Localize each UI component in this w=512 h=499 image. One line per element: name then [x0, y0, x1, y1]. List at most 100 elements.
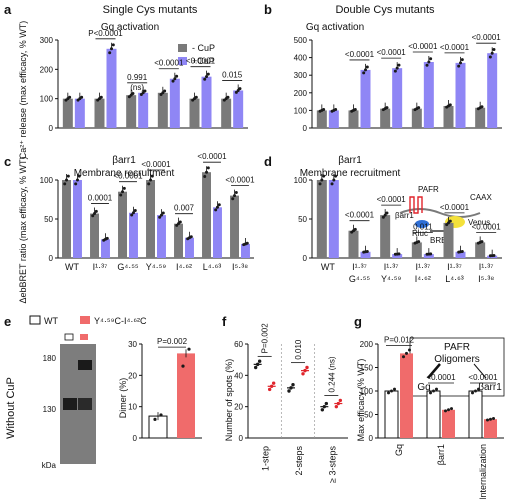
- panel-e-pt-b-1: [187, 347, 191, 351]
- western-blot: 180 130 kDa: [42, 333, 96, 470]
- panel-g-pt-1-0-1: [405, 351, 408, 355]
- panel-g-xlabel-2: Internalization: [478, 444, 488, 499]
- panel-a-pvalue-4: <0.0001: [186, 57, 216, 66]
- panel-b-pvalue-2: <0.0001: [408, 42, 438, 51]
- panel-d-ytick-label-0: 0: [303, 254, 308, 263]
- panel-b-ytick-label-2: 200: [294, 89, 308, 98]
- panel-c-xlabel-4: I⁴·⁶²: [176, 262, 192, 272]
- panel-c-bar-plus-4: [185, 237, 194, 258]
- panel-g-pt-0-2-1: [474, 389, 477, 393]
- panel-d-xlabel-5: I¹·³⁷: [479, 262, 494, 272]
- panel-f-pvalue-2: 0.244 (ns): [327, 356, 336, 392]
- panel-g-bar-0-2: [468, 390, 483, 439]
- panel-c-pt-0-1-2: [94, 209, 98, 213]
- panel-f-pt-1-2-0: [334, 404, 339, 409]
- panel-g-ylabel: Max efficacy (% WT): [356, 359, 366, 442]
- panel-c-bar-minus-4: [174, 223, 183, 258]
- panel-c-pt-0-4-2: [178, 220, 182, 224]
- panel-d-bar-minus-4: [443, 222, 454, 258]
- panel-a-pvalue-5: 0.015: [222, 70, 243, 79]
- panel-b-pt-0-2-2: [385, 106, 389, 110]
- panel-f-xlabel-1: 2-steps: [294, 446, 304, 476]
- panel-f-pt-1-2-2: [338, 398, 343, 403]
- panel-g-pt-0-1-0: [429, 391, 432, 395]
- panel-a-pt-1-5-2: [238, 87, 242, 91]
- panel-e-bar-1: [177, 353, 195, 438]
- panel-a-pvalue-3: <0.0001: [154, 59, 184, 68]
- panel-g-bar-1-1: [442, 409, 455, 438]
- inset-label-barr1: βarr1: [478, 382, 502, 393]
- panel-d-ytick-label-1: 50: [298, 215, 307, 224]
- panel-c-bar-plus-3: [157, 215, 166, 258]
- panel-e-legend-swatch-mut: [80, 316, 90, 324]
- panel-b-ytick-label-1: 100: [294, 106, 308, 115]
- panel-a-pvalue-2: (ns): [130, 83, 144, 92]
- panel-b-ytick-label-0: 0: [303, 124, 308, 133]
- panel-f-pt-0-1-2: [291, 383, 295, 387]
- panel-a-pt-1-5-1: [236, 88, 240, 92]
- panel-c-pvalue-3: 0.007: [174, 204, 195, 213]
- panel-f-pt-1-1-2: [305, 365, 309, 370]
- panel-e-legend-label-mut: Y⁴·⁵⁹C-I⁴·⁶²C: [94, 316, 147, 326]
- panel-f-pt-1-1-0: [301, 372, 305, 376]
- panel-c-bar-minus-1: [90, 213, 99, 258]
- panel-c-pt-0-5-0: [203, 174, 207, 178]
- panel-f-xlabel-0: 1-step: [261, 446, 271, 471]
- panel-a-ylabel: Ca²⁺ release (max efficacy, % WT): [18, 21, 28, 159]
- panel-a-bar-plus-0: [74, 98, 85, 128]
- panel-a-ytick-label-1: 100: [40, 95, 54, 104]
- panel-b-bar-minus-2: [380, 108, 391, 128]
- panel-c-pt-0-2-2: [122, 186, 126, 190]
- inset-title: PAFR: [444, 342, 470, 353]
- panel-b-subtitle: Gq activation: [306, 22, 364, 33]
- panel-d-xlabel2-3: I⁴·⁶²: [415, 274, 431, 284]
- panel-d-bar-minus-5: [475, 242, 486, 258]
- panel-f-pt-0-0-1: [255, 362, 260, 367]
- panel-f-pvalue-0: P=0.002: [261, 323, 270, 354]
- panel-label-f: f: [222, 314, 227, 329]
- panel-d-xlabel2-5: I⁵·³⁸: [478, 274, 494, 284]
- panel-b-pt-1-1-2: [365, 65, 369, 69]
- panel-b-pt-1-1-0: [362, 71, 366, 75]
- panel-d-xlabel-4: I¹·³⁷: [447, 262, 462, 272]
- panel-c-pt-1-3-0: [158, 215, 162, 219]
- panel-c-pt-1-5-1: [215, 205, 219, 209]
- panel-b-pt-1-4-1: [459, 61, 462, 65]
- panel-a-pt-0-5-2: [226, 95, 230, 99]
- panel-b-bar-plus-5: [487, 53, 498, 129]
- panel-g-pt-0-2-2: [477, 387, 480, 391]
- panel-a-pt-1-3-0: [171, 79, 175, 83]
- panel-d-xlabel-2: I¹·³⁷: [384, 262, 399, 272]
- panel-c-ytick-label-1: 50: [44, 215, 53, 224]
- panel-g-pvalue-1: <0.0001: [426, 373, 456, 382]
- panel-b-ytick-label-5: 500: [294, 36, 308, 45]
- panel-b-bar-plus-1: [360, 69, 371, 128]
- panel-a-pt-1-4-0: [203, 77, 207, 81]
- panel-g-ytick-label-2: 100: [360, 387, 374, 396]
- legend-swatch-minus-cup: [178, 44, 187, 52]
- panel-b-bar-plus-4: [455, 62, 466, 128]
- panel-c-bar-minus-6: [230, 195, 239, 258]
- panel-a-pt-0-2-2: [131, 92, 135, 96]
- panel-a-bar-plus-3: [169, 78, 180, 128]
- panel-c-pt-1-4-2: [189, 235, 193, 239]
- panel-f-pt-0-0-2: [257, 359, 262, 363]
- panel-b-pt-1-2-2: [397, 63, 401, 67]
- panel-b-ytick-label-3: 300: [294, 71, 308, 80]
- panel-g-pt-1-2-2: [492, 416, 495, 420]
- panel-c-bar-minus-0: [62, 180, 71, 258]
- panel-c-pt-1-0-0: [74, 182, 78, 186]
- panel-d-xlabel-0: WT: [321, 262, 335, 272]
- schematic-rluc: [415, 220, 429, 228]
- panel-a-bar-plus-1: [106, 48, 117, 128]
- panel-g-pt-0-2-0: [471, 391, 474, 395]
- panel-d-pt-0-2-1: [383, 213, 387, 217]
- panel-f-pt-1-0-2: [271, 381, 276, 385]
- panel-g-pt-0-0-2: [393, 387, 396, 391]
- panel-b-pt-1-4-2: [460, 58, 464, 62]
- panel-b-bar-minus-4: [443, 106, 454, 128]
- blot-band-low-mut: [78, 398, 92, 410]
- panel-c-bar-minus-5: [202, 172, 211, 258]
- panel-c-pt-1-3-1: [159, 213, 163, 217]
- panel-a-pt-0-1-2: [99, 95, 103, 99]
